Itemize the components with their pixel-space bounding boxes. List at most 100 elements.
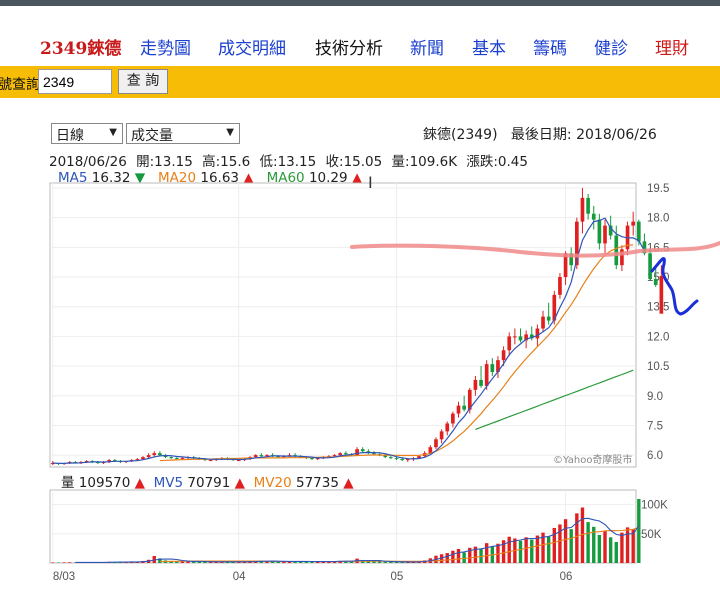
ma-legend: MA5 16.32 ▼ MA20 16.63 ▲ MA60 10.29 ▲ xyxy=(58,170,362,186)
nav-diagnosis[interactable]: 健診 xyxy=(594,39,628,59)
candle-body xyxy=(67,462,72,464)
price-tick-label: 16.5 xyxy=(647,242,669,254)
ohlc-low: 低:13.15 xyxy=(259,154,317,170)
volume-bar xyxy=(625,527,630,563)
candle-body xyxy=(124,461,128,463)
candle-body xyxy=(451,413,455,424)
price-tick-label: 15.0 xyxy=(647,272,669,284)
volume-bar xyxy=(327,561,331,563)
volume-bar xyxy=(231,561,235,563)
candle-body xyxy=(315,458,320,460)
volume-bar xyxy=(603,530,607,563)
volume-bar xyxy=(62,562,66,563)
nav-trade-details[interactable]: 成交明細 xyxy=(218,39,286,59)
volume-bar xyxy=(113,561,117,563)
volume-bar xyxy=(282,561,286,563)
stock-name: 錸德(2349) xyxy=(423,127,498,143)
volume-bar xyxy=(490,546,495,563)
volume-label: 量 xyxy=(61,475,75,491)
x-tick-label: 06 xyxy=(560,571,573,583)
volume-bar xyxy=(270,561,275,563)
volume-bar xyxy=(73,562,78,563)
price-tick-label: 7.5 xyxy=(647,420,663,432)
price-tick-label: 6.0 xyxy=(647,450,663,462)
volume-bar xyxy=(507,536,511,563)
volume-bar xyxy=(349,561,354,563)
period-select[interactable]: 日線 ▼ xyxy=(51,123,123,144)
candle-body xyxy=(248,457,252,460)
last-date: 2018/06/26 xyxy=(576,127,657,143)
volume-bar xyxy=(394,561,399,563)
volume-bar xyxy=(530,539,534,563)
nav-finance[interactable]: 理財 xyxy=(655,39,689,59)
candle-body xyxy=(422,453,427,457)
candle-body xyxy=(591,213,596,220)
dropdown-arrow-icon: ▼ xyxy=(226,127,234,138)
volume-bar xyxy=(513,538,517,563)
ma5-line xyxy=(52,217,646,464)
x-tick-label: 05 xyxy=(391,571,404,583)
candle-body xyxy=(586,197,590,214)
volume-bar xyxy=(163,560,168,563)
candle-body xyxy=(417,456,421,459)
mv5-label: MV5 xyxy=(153,475,184,491)
volume-bar xyxy=(237,561,241,563)
nav-news[interactable]: 新聞 xyxy=(410,39,444,59)
candle-body xyxy=(180,458,185,460)
candle-body xyxy=(191,457,196,459)
stock-code-input[interactable] xyxy=(38,69,112,94)
candle-body xyxy=(118,461,123,463)
candle-body xyxy=(490,364,495,373)
ma5-value: 16.32 xyxy=(91,170,131,186)
volume-bar xyxy=(118,562,123,563)
candle-body xyxy=(535,328,540,339)
query-button[interactable]: 查 詢 xyxy=(118,69,168,94)
ma20-direction: ▲ xyxy=(243,170,254,186)
candle-body xyxy=(112,460,117,462)
candle-body xyxy=(467,389,472,410)
volume-bar xyxy=(355,558,359,563)
nav-fundamentals[interactable]: 基本 xyxy=(472,39,506,59)
nav-trend-chart[interactable]: 走勢圖 xyxy=(140,39,191,59)
volume-bar xyxy=(242,561,247,563)
volume-bar xyxy=(208,561,213,563)
candle-body xyxy=(372,453,376,455)
nav-bar: 2349錸德 走勢圖 成交明細 技術分析 新聞 基本 籌碼 健診 理財 xyxy=(0,30,720,60)
ma20-line xyxy=(159,244,634,462)
candle-body xyxy=(152,453,157,456)
stock-info: 錸德(2349) 最後日期: 2018/06/26 xyxy=(423,124,657,144)
candle-body xyxy=(276,456,281,458)
indicator-select[interactable]: 成交量 ▼ xyxy=(126,123,240,144)
period-select-value: 日線 xyxy=(56,128,84,144)
candle-body xyxy=(558,277,562,295)
volume-bar xyxy=(462,552,466,563)
volume-bar xyxy=(361,560,365,563)
candle-body xyxy=(648,253,652,280)
dropdown-arrow-icon: ▼ xyxy=(109,127,117,138)
volume-bar xyxy=(344,561,348,563)
volume-tick-label: 50K xyxy=(641,529,662,541)
volume-bar xyxy=(637,499,641,563)
candle-body xyxy=(659,276,664,314)
volume-bar xyxy=(101,562,106,563)
volume-bar xyxy=(310,561,314,563)
candle-body xyxy=(146,455,151,458)
candle-body xyxy=(96,462,100,464)
ohlc-close: 收:15.05 xyxy=(325,154,383,170)
candle-body xyxy=(253,455,258,458)
volume-bar xyxy=(180,561,185,563)
volume-bar xyxy=(456,548,461,563)
candle-body xyxy=(62,463,66,465)
candle-body xyxy=(282,456,286,458)
stock-brand-link[interactable]: 2349錸德 xyxy=(40,39,122,59)
volume-bar xyxy=(276,561,280,563)
candle-body xyxy=(208,460,213,462)
ma5-label: MA5 xyxy=(58,170,88,186)
candle-body xyxy=(614,235,619,266)
volume-bar xyxy=(592,526,596,563)
nav-technical-analysis[interactable]: 技術分析 xyxy=(315,39,383,59)
nav-chips[interactable]: 籌碼 xyxy=(533,39,567,59)
volume-bar xyxy=(383,561,387,563)
candle-body xyxy=(231,459,235,461)
volume-bar xyxy=(191,561,196,563)
